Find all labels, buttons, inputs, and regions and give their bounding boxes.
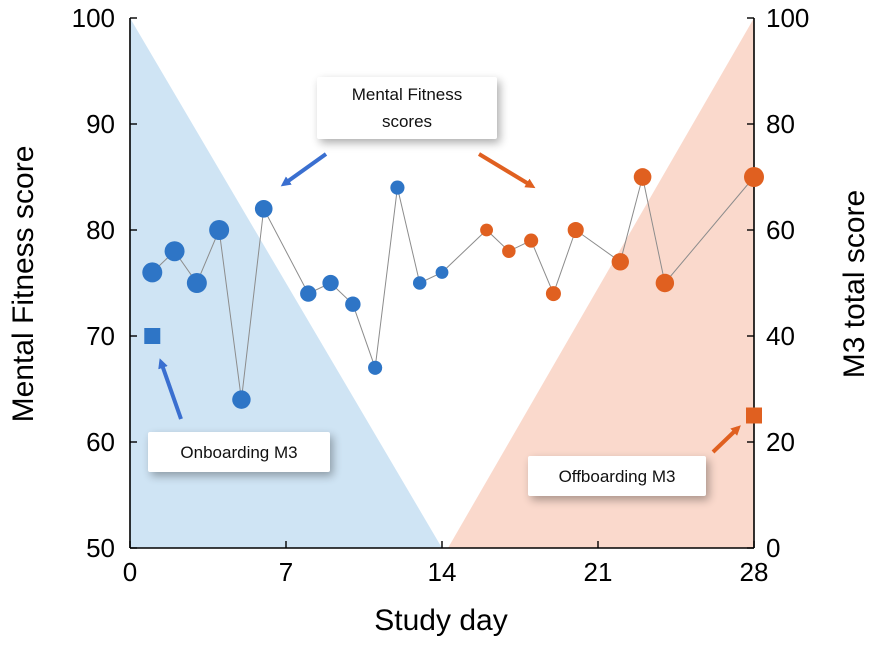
y2-tick-label: 40 xyxy=(766,321,795,351)
y-tick-label: 70 xyxy=(86,321,115,351)
x-tick-label: 0 xyxy=(123,557,137,587)
mental-fitness-point xyxy=(186,273,207,293)
y-tick-label: 100 xyxy=(72,3,115,33)
y-tick-label: 50 xyxy=(86,533,115,563)
y2-axis-title: M3 total score xyxy=(838,190,871,378)
mental-fitness-callout: Mental Fitness scores xyxy=(317,77,497,139)
mental-fitness-point xyxy=(322,274,339,292)
mental-fitness-point xyxy=(368,360,383,375)
offboarding-callout-label: Offboarding M3 xyxy=(558,466,676,486)
background-regions xyxy=(130,18,754,548)
y-tick-label: 60 xyxy=(86,427,115,457)
y2-tick-label: 60 xyxy=(766,215,795,245)
mental-fitness-point xyxy=(545,286,561,302)
series-connector-lines xyxy=(151,176,755,400)
onboarding-arrow xyxy=(158,358,183,420)
mental-fitness-point xyxy=(412,276,427,290)
mental-fitness-arrow-blue xyxy=(280,152,328,187)
series-points xyxy=(142,167,764,424)
mental-fitness-point xyxy=(164,241,185,262)
mental-fitness-point xyxy=(300,285,317,302)
offboarding-m3-point xyxy=(746,407,762,424)
mental-fitness-point xyxy=(567,221,584,239)
mental-fitness-line xyxy=(151,176,755,400)
axis-ticks: 0 7 14 21 28 50 60 70 80 90 100 0 20 40 60 80 100 xyxy=(72,3,810,587)
x-axis-title: Study day xyxy=(374,604,507,637)
mental-fitness-arrow-orange xyxy=(477,152,536,189)
onboarding-callout: Onboarding M3 xyxy=(148,432,330,472)
x-tick-label: 7 xyxy=(279,557,293,587)
y-tick-label: 80 xyxy=(86,215,115,245)
offboarding-region xyxy=(448,18,754,548)
mental-fitness-point xyxy=(611,253,629,271)
onboarding-callout-label: Onboarding M3 xyxy=(180,442,298,462)
mental-fitness-point xyxy=(232,390,251,409)
y2-tick-label: 20 xyxy=(766,427,795,457)
mental-fitness-point xyxy=(209,220,230,240)
mental-fitness-point xyxy=(502,244,516,258)
mental-fitness-point xyxy=(633,168,652,186)
mental-fitness-point xyxy=(390,180,405,195)
offboarding-callout: Offboarding M3 xyxy=(528,456,706,496)
y-axis-title: Mental Fitness score xyxy=(7,146,40,423)
mental-fitness-point xyxy=(744,167,764,187)
x-tick-label: 14 xyxy=(428,557,457,587)
y2-tick-label: 80 xyxy=(766,109,795,139)
mental-fitness-point xyxy=(480,223,493,237)
mental-fitness-point xyxy=(435,265,449,279)
y-tick-label: 90 xyxy=(86,109,115,139)
mental-fitness-point xyxy=(142,262,163,283)
mental-fitness-callout-label: Mental Fitness scores xyxy=(351,85,463,131)
y2-tick-label: 100 xyxy=(766,3,809,33)
x-tick-label: 28 xyxy=(740,557,769,587)
y2-tick-label: 0 xyxy=(766,533,780,563)
onboarding-m3-point xyxy=(144,328,161,344)
x-tick-label: 21 xyxy=(584,557,613,587)
mental-fitness-point xyxy=(345,296,361,312)
mental-fitness-point xyxy=(524,233,539,248)
mental-fitness-point xyxy=(254,199,273,218)
onboarding-region xyxy=(130,18,442,548)
offboarding-arrow xyxy=(711,425,741,454)
mental-fitness-point xyxy=(655,273,675,293)
